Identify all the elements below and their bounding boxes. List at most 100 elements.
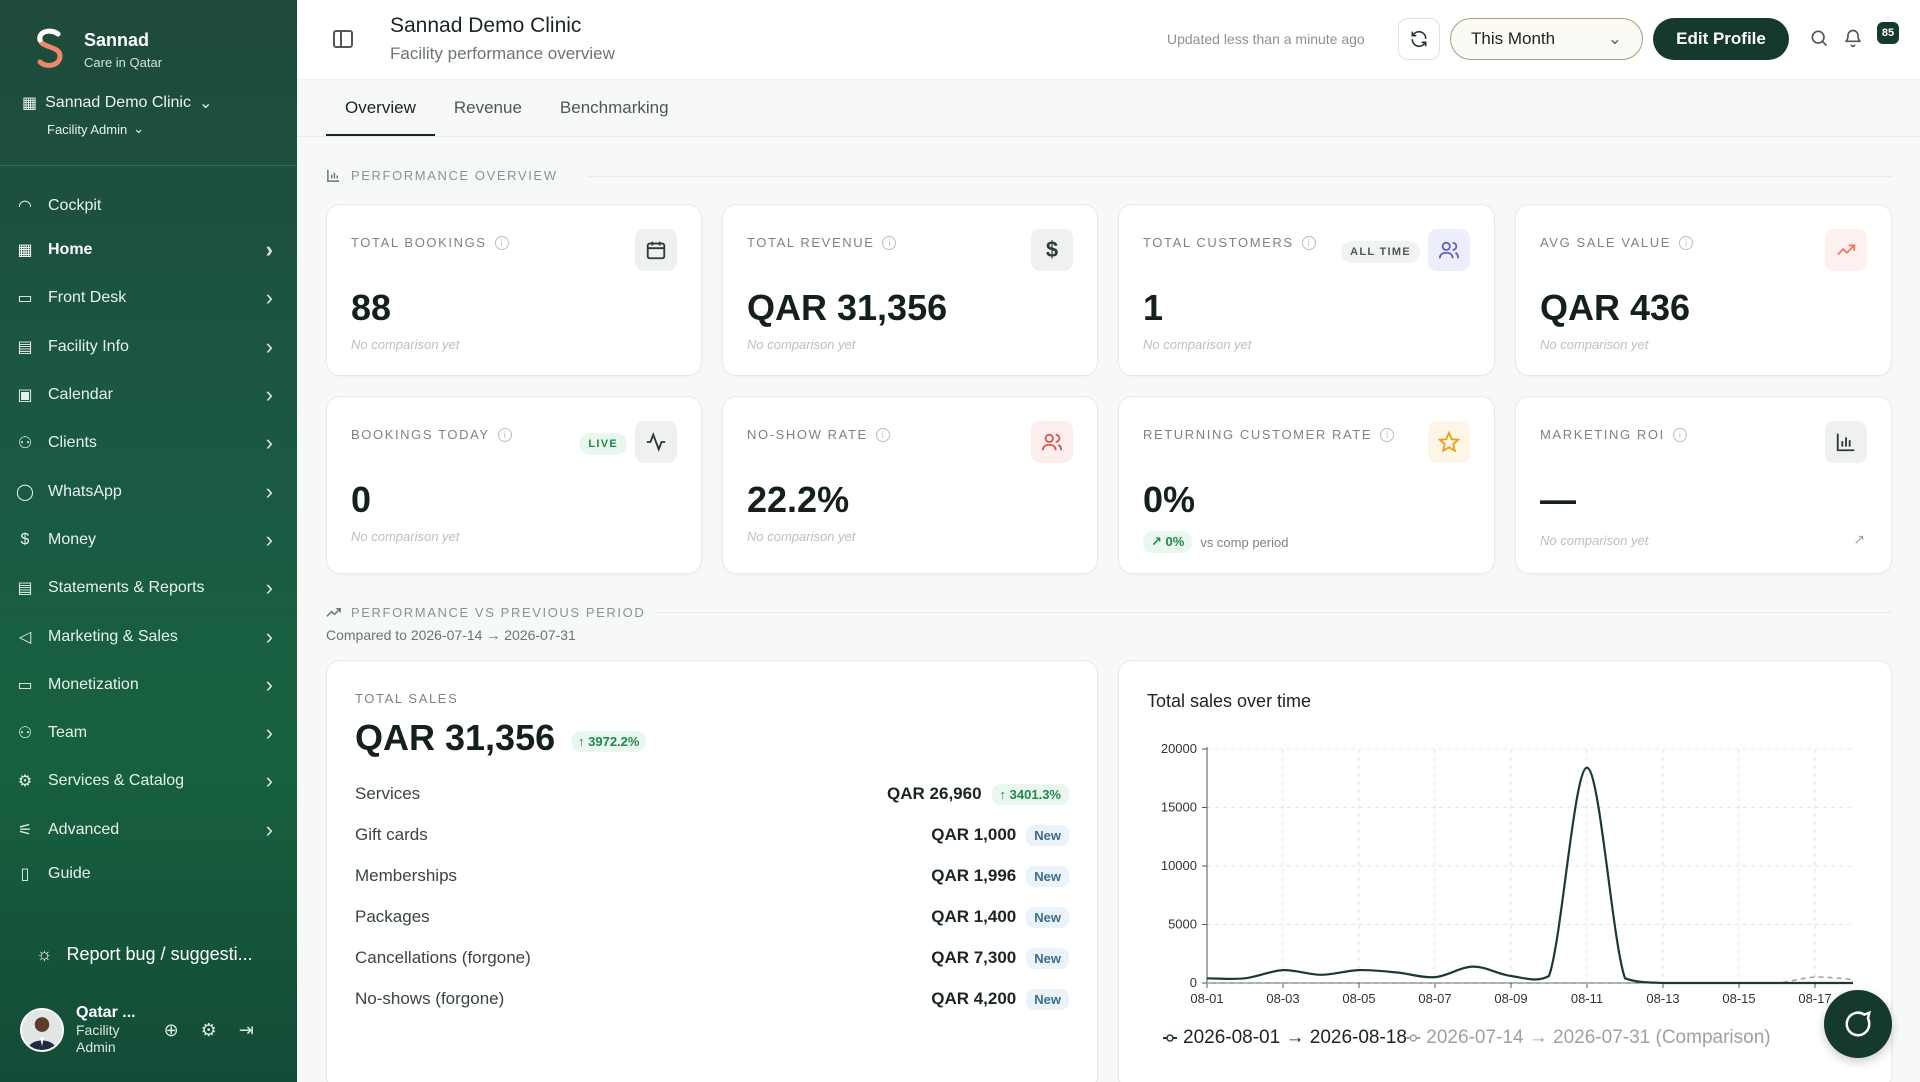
y-tick-label: 15000 [1161,800,1197,815]
chevron-right-icon: › [265,720,273,746]
kpi-note: No comparison yet [747,337,856,352]
legend-label: 2026-08-01 → 2026-08-18 [1183,1027,1407,1048]
bar-chart-icon [327,169,340,182]
kpi-card-marketing-roi[interactable]: MARKETING ROI i — No comparison yet ↗ [1515,396,1892,574]
grid-icon: ▦ [17,242,33,260]
sidebar-item-statements-reports[interactable]: ▤ Statements & Reports › [0,564,297,612]
info-icon[interactable]: i [875,427,890,442]
sidebar-item-clients[interactable]: ⚇ Clients › [0,419,297,467]
globe-icon[interactable]: ⊕ [163,1019,179,1040]
kpi-card-total-bookings[interactable]: TOTAL BOOKINGS i 88 No comparison yet [326,204,702,376]
sidebar-item-label: WhatsApp [48,482,122,500]
sidebar-item-cockpit[interactable]: ◠ Cockpit [0,186,297,226]
sidebar-item-guide[interactable]: ▯ Guide [0,854,297,894]
monitor-icon: ▭ [17,290,33,308]
kpi-value: QAR 436 [1540,287,1691,328]
brand-tagline: Care in Qatar [84,55,163,70]
sales-breakdown-row: Cancellations (forgone) QAR 7,300 New [355,938,1069,978]
kpi-card-no-show-rate[interactable]: NO-SHOW RATE i 22.2% No comparison yet [722,396,1098,574]
sidebar-item-team[interactable]: ⚇ Team › [0,709,297,757]
chevron-right-icon: › [265,382,273,408]
tab-benchmarking[interactable]: Benchmarking [559,98,669,117]
sidebar-item-facility-info[interactable]: ▤ Facility Info › [0,323,297,371]
sidebar-item-whatsapp[interactable]: ◯ WhatsApp › [0,467,297,515]
brand[interactable]: Sannad Care in Qatar [30,26,162,70]
search-icon[interactable] [1809,28,1829,48]
section-label-text: PERFORMANCE VS PREVIOUS PERIOD [351,605,646,620]
sidebar-item-front-desk[interactable]: ▭ Front Desk › [0,274,297,322]
tabs-divider [297,136,1920,137]
logout-icon[interactable]: ⇥ [238,1019,254,1040]
legend-marker [1409,1034,1418,1042]
bar-chart-icon [1825,421,1867,463]
sidebar-item-home[interactable]: ▦ Home › [0,226,297,274]
info-icon[interactable]: i [882,235,897,250]
chevron-right-icon: › [265,478,273,504]
info-icon[interactable]: i [1679,235,1694,250]
period-select[interactable]: This Month ⌄ [1450,18,1643,60]
bug-icon: ☼ [36,944,53,964]
sidebar-item-money[interactable]: $ Money › [0,516,297,564]
report-bug-button[interactable]: ☼ Report bug / suggesti... [36,944,253,965]
last-updated-text: Updated less than a minute ago [1167,31,1365,47]
kpi-card-returning-customer-rate[interactable]: RETURNING CUSTOMER RATE i 0% ↗ 0% vs comp… [1118,396,1495,574]
sales-breakdown-row: Gift cards QAR 1,000 New [355,815,1069,855]
total-sales-change: ↑ 3972.2% [571,731,647,752]
info-icon[interactable]: i [1380,427,1395,442]
kpi-value: — [1540,479,1576,520]
kpi-label: MARKETING ROI i [1540,427,1687,442]
sidebar-item-label: Money [48,530,97,548]
sidebar-item-label: Monetization [48,675,139,693]
chat-button[interactable] [1824,990,1892,1058]
role-name: Facility Admin [47,121,128,137]
chevron-right-icon: › [265,526,273,552]
kpi-note: No comparison yet [351,337,460,352]
chevron-right-icon: › [265,768,273,794]
report-icon: ▤ [17,580,33,598]
info-icon[interactable]: i [1672,427,1687,442]
role-selector[interactable]: Facility Admin ⌄ [47,121,144,137]
clinic-selector[interactable]: ▦ Sannad Demo Clinic ⌄ [22,93,212,113]
row-name: Packages [355,907,430,926]
info-icon[interactable]: i [494,235,509,250]
sidebar-item-marketing-sales[interactable]: ◁ Marketing & Sales › [0,612,297,660]
sidebar-item-advanced[interactable]: ⚟ Advanced › [0,806,297,854]
sidebar-item-monetization[interactable]: ▭ Monetization › [0,661,297,709]
x-tick-label: 08-05 [1342,991,1375,1006]
activity-icon [635,421,677,463]
info-icon[interactable]: i [1301,235,1316,250]
refresh-button[interactable] [1398,18,1440,60]
tab-revenue[interactable]: Revenue [453,98,522,117]
info-icon[interactable]: i [497,427,512,442]
arrow-up-right-icon[interactable]: ↗ [1853,531,1865,547]
tab-overview[interactable]: Overview [326,88,435,136]
sidebar-item-label: Advanced [48,820,120,838]
trending-up-icon [326,608,341,617]
sidebar-toggle-icon[interactable] [333,30,353,48]
kpi-card-bookings-today[interactable]: BOOKINGS TODAY i LIVE 0 No comparison yet [326,396,702,574]
sidebar-item-label: Front Desk [48,289,127,307]
clinic-name: Sannad Demo Clinic [45,94,191,111]
kpi-label: TOTAL CUSTOMERS i [1143,235,1316,250]
notification-badge[interactable]: 85 [1877,22,1899,44]
settings-sliders-icon[interactable]: ⚙ [200,1019,217,1040]
row-name: Services [355,784,421,803]
kpi-card-avg-sale-value[interactable]: AVG SALE VALUE i QAR 436 No comparison ye… [1515,204,1892,376]
sidebar-item-calendar[interactable]: ▣ Calendar › [0,371,297,419]
report-bug-label: Report bug / suggesti... [66,944,253,964]
edit-profile-button[interactable]: Edit Profile [1653,18,1789,60]
chevron-right-icon: › [265,333,273,359]
sidebar: Sannad Care in Qatar ▦ Sannad Demo Clini… [0,0,297,1082]
sidebar-item-label: Clients [48,434,97,452]
sidebar-item-label: Home [48,241,93,259]
avatar[interactable] [20,1008,64,1052]
kpi-card-total-customers[interactable]: TOTAL CUSTOMERS i ALL TIME 1 No compariso… [1118,204,1495,376]
x-tick-label: 08-17 [1798,991,1831,1006]
sidebar-item-services-catalog[interactable]: ⚙ Services & Catalog › [0,757,297,805]
sidebar-item-label: Cockpit [48,197,102,214]
row-tag: New [1026,824,1069,846]
kpi-note: No comparison yet [1143,337,1252,352]
bell-icon[interactable] [1843,27,1863,49]
kpi-card-total-revenue[interactable]: TOTAL REVENUE i $ QAR 31,356 No compariso… [722,204,1098,376]
kpi-label: TOTAL REVENUE i [747,235,897,250]
